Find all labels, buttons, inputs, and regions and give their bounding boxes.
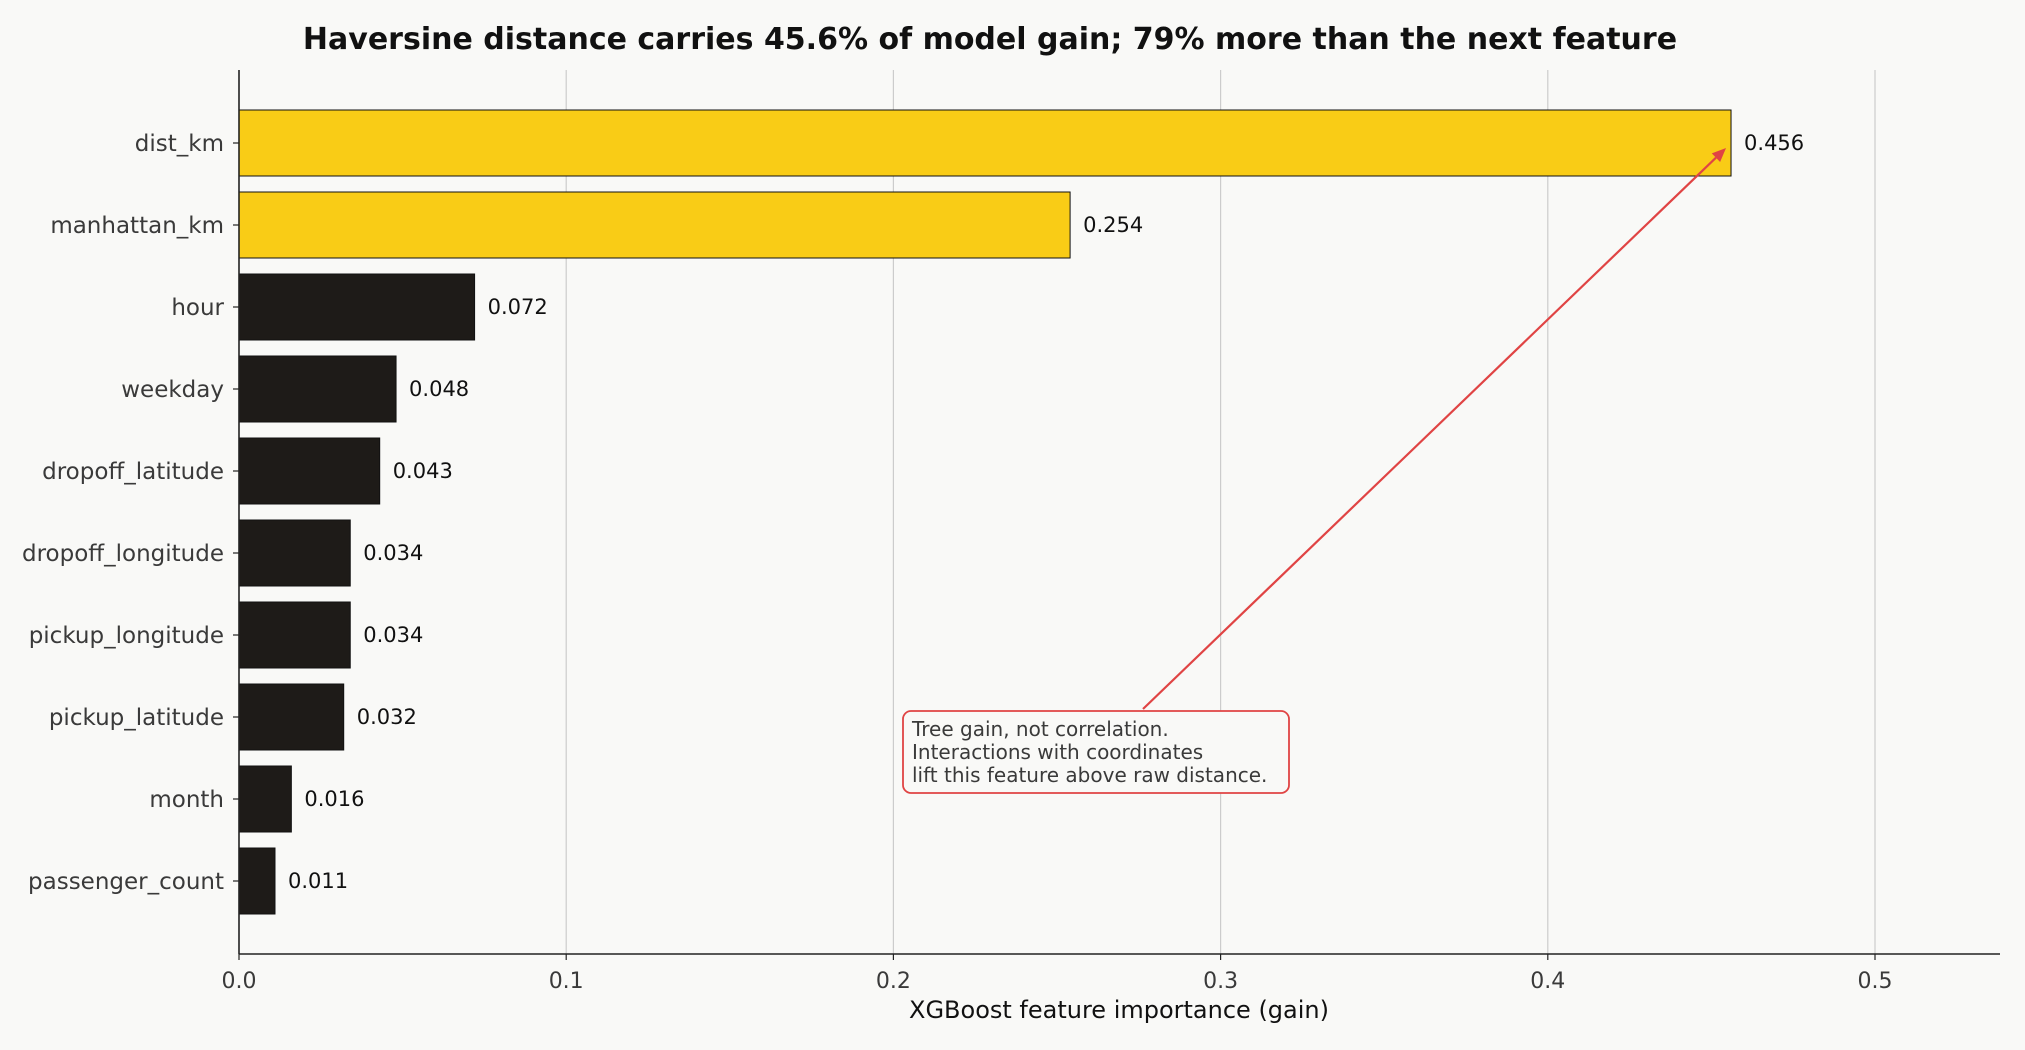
bar-passenger-count (238, 847, 276, 915)
value-label-dropoff-latitude: 0.043 (393, 459, 453, 483)
annotation: Tree gain, not correlation. Interactions… (902, 148, 1727, 794)
value-label-month: 0.016 (304, 787, 364, 811)
x-tick-label-2: 0.2 (876, 969, 911, 994)
value-label-passenger-count: 0.011 (288, 869, 348, 893)
y-tick-label-hour: hour (171, 295, 224, 321)
x-tick-label-5: 0.5 (1858, 969, 1893, 994)
bar-hour (238, 273, 476, 341)
bar-dropoff-latitude (238, 437, 381, 505)
value-label-manhattan-km: 0.254 (1083, 213, 1143, 237)
annotation-line-1: Tree gain, not correlation. (911, 717, 1169, 741)
value-label-hour: 0.072 (488, 295, 548, 319)
y-tick-label-passenger-count: passenger_count (28, 869, 224, 895)
y-tick-label-dist-km: dist_km (135, 131, 224, 157)
bar-manhattan-km (238, 191, 1071, 259)
y-tick-label-manhattan-km: manhattan_km (50, 213, 224, 239)
annotation-line-2: Interactions with coordinates (912, 740, 1203, 764)
x-tick-label-3: 0.3 (1203, 969, 1238, 994)
annotation-arrow (1142, 156, 1717, 710)
annotation-box (902, 710, 1290, 794)
bar-pickup-longitude (238, 601, 351, 669)
x-axis-title: XGBoost feature importance (gain) (909, 996, 1329, 1024)
x-tick-label-4: 0.4 (1530, 969, 1565, 994)
bar-dist-km (238, 109, 1732, 177)
annotation-arrowhead (1711, 148, 1727, 163)
annotation-line-3: lift this feature above raw distance. (912, 763, 1267, 787)
bar-pickup-latitude (238, 683, 345, 751)
value-label-pickup-latitude: 0.032 (357, 705, 417, 729)
x-tick-label-1: 0.1 (549, 969, 584, 994)
value-label-weekday: 0.048 (409, 377, 469, 401)
y-tick-label-pickup-longitude: pickup_longitude (29, 623, 224, 649)
bar-month (238, 765, 292, 833)
axes (238, 70, 2000, 955)
value-label-dist-km: 0.456 (1744, 131, 1804, 155)
y-tick-label-dropoff-longitude: dropoff_longitude (22, 541, 224, 567)
y-tick-label-weekday: weekday (121, 377, 224, 403)
labels: 0.0 0.1 0.2 0.3 0.4 0.5 dist_km 0.456 manhattan_… (22, 131, 1893, 994)
y-tick-label-month: month (149, 787, 224, 813)
bar-weekday (238, 355, 397, 423)
bar-dropoff-longitude (238, 519, 351, 587)
value-label-dropoff-longitude: 0.034 (363, 541, 423, 565)
y-tick-label-dropoff-latitude: dropoff_latitude (42, 459, 224, 485)
value-label-pickup-longitude: 0.034 (363, 623, 423, 647)
y-tick-label-pickup-latitude: pickup_latitude (49, 705, 224, 731)
chart-title: Haversine distance carries 45.6% of mode… (303, 22, 1677, 57)
x-tick-label-0: 0.0 (222, 969, 257, 994)
